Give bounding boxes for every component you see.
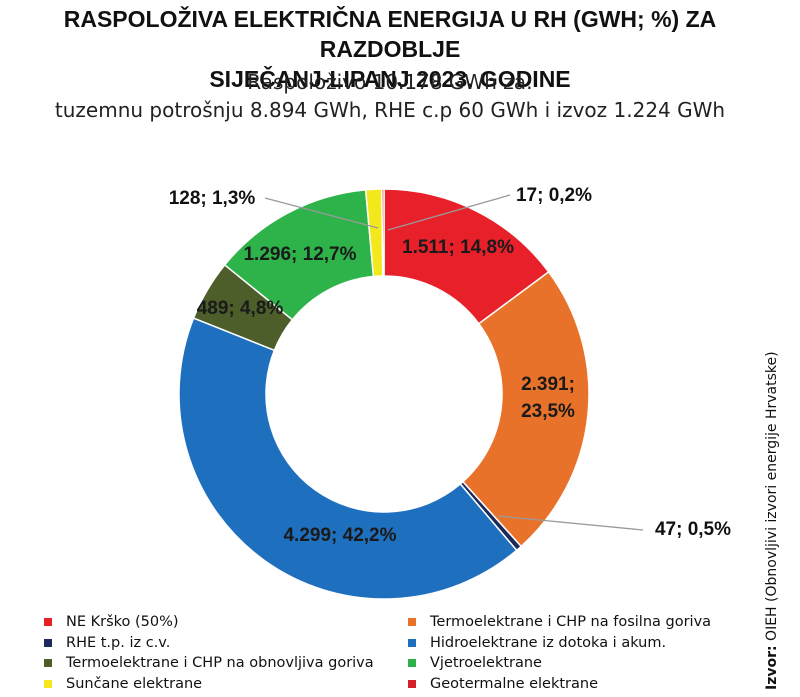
legend-label: Termoelektrane i CHP na obnovljiva goriv… [66,655,374,672]
legend-label: Geotermalne elektrane [430,675,599,692]
chart-title: RASPOLOŽIVA ELEKTRIČNA ENERGIJA U RH (GW… [0,4,780,94]
data-label: 17; 0,2% [516,185,592,206]
legend-swatch [44,618,52,627]
legend-item: Hidroelektrane iz dotoka i akum. [408,633,711,654]
legend-item: Sunčane elektrane [44,674,374,695]
slice-8 [381,188,385,277]
slice-2 [461,270,590,548]
legend-swatch [44,679,52,688]
data-label: 128; 1,3% [169,188,256,209]
legend-swatch [44,659,52,668]
data-label: 1.296; 12,7% [243,244,356,265]
chart-subtitle-line-1: Raspoloživo 10.178 GWh za: [247,70,533,94]
legend-item: NE Krško (50%) [44,612,374,633]
slice-4 [178,317,518,600]
legend-item: Geotermalne elektrane [408,674,711,695]
legend-label: Sunčane elektrane [66,675,203,692]
legend-label: NE Krško (50%) [66,614,179,631]
legend-right-column: Termoelektrane i CHP na fosilna goriva H… [408,612,711,694]
legend-item: Vjetroelektrane [408,653,711,674]
leader-line [497,515,644,531]
leader-line [387,194,511,231]
chart-subtitle-line-2: tuzemnu potrošnju 8.894 GWh, RHE c.p 60 … [54,98,726,122]
legend-item: RHE t.p. iz c.v. [44,633,374,654]
data-label: 2.391; [521,374,575,395]
data-label: 4.299; 42,2% [283,525,396,546]
leader-line [264,197,379,229]
chart-subtitle: Raspoloživo 10.178 GWh za: tuzemnu potro… [0,68,780,124]
legend-swatch [408,618,416,627]
legend-swatch [408,638,416,647]
legend-swatch [408,659,416,668]
data-label: 23,5% [521,401,575,422]
source-text: OIEH (Obnovljivi izvori energije Hrvatsk… [764,351,780,646]
data-label: 489; 4,8% [197,298,284,319]
legend-label: Vjetroelektrane [430,655,542,672]
legend-item: Termoelektrane i CHP na obnovljiva goriv… [44,653,374,674]
data-label: 47; 0,5% [655,519,731,540]
source-prefix: Izvor: [764,645,780,690]
legend-item: Termoelektrane i CHP na fosilna goriva [408,612,711,633]
legend-label: RHE t.p. iz c.v. [66,634,171,651]
legend-left-column: NE Krško (50%) RHE t.p. iz c.v. Termoele… [44,612,374,694]
legend-swatch [408,679,416,688]
chart-title-line-1: RASPOLOŽIVA ELEKTRIČNA ENERGIJA U RH (GW… [63,6,717,62]
legend-label: Hidroelektrane iz dotoka i akum. [430,634,667,651]
data-label: 1.511; 14,8% [402,237,514,258]
legend-swatch [44,638,52,647]
chart-title-line-2: SIJEČANJ-LIPANJ 2023. GODINE [209,66,571,92]
legend-label: Termoelektrane i CHP na fosilna goriva [430,614,712,631]
source-note: Izvor: OIEH (Obnovljivi izvori energije … [764,351,780,690]
